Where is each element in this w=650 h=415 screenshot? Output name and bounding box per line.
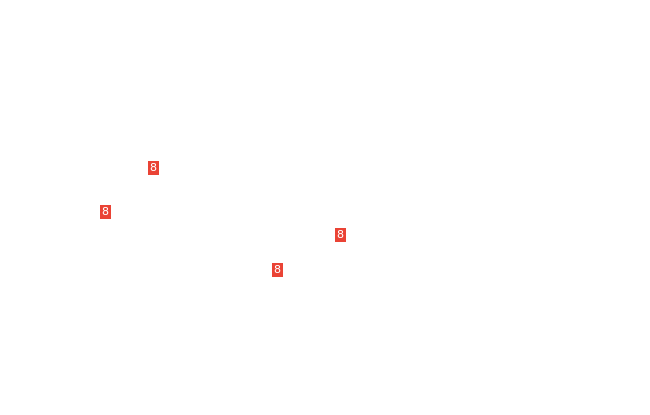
marker-badge[interactable]: 8 [148, 161, 159, 175]
marker-badge[interactable]: 8 [272, 263, 283, 277]
marker-badge[interactable]: 8 [335, 228, 346, 242]
marker-badge[interactable]: 8 [100, 205, 111, 219]
